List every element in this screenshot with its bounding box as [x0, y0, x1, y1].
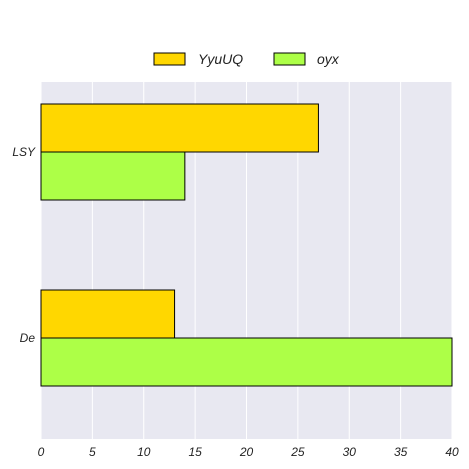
legend-swatch-YyuUQ — [153, 52, 186, 66]
bars — [40, 103, 453, 387]
x-tick-label-5: 25 — [290, 445, 305, 459]
x-tick-label-8: 40 — [445, 445, 459, 459]
bar-YyuUQ-LSY — [40, 103, 319, 153]
x-axis-ticks: 0 5 10 15 20 25 30 35 40 — [38, 445, 459, 459]
x-tick-label-3: 15 — [188, 445, 202, 459]
bar-oyx-LSY — [40, 151, 186, 201]
x-tick-label-4: 20 — [239, 445, 254, 459]
y-tick-label-LSY: LSY — [12, 145, 36, 159]
bar-oyx-De — [40, 337, 453, 387]
y-tick-label-De: De — [20, 331, 36, 345]
x-tick-label-7: 35 — [394, 445, 408, 459]
legend: YyuUQ oyx — [153, 51, 340, 67]
x-tick-label-1: 5 — [89, 445, 96, 459]
legend-label-YyuUQ: YyuUQ — [198, 51, 243, 67]
x-tick-label-6: 30 — [343, 445, 357, 459]
legend-swatch-oyx — [273, 52, 306, 66]
x-tick-label-2: 10 — [137, 445, 151, 459]
y-axis-ticks: LSY De — [12, 145, 36, 345]
x-tick-label-0: 0 — [38, 445, 45, 459]
bar-YyuUQ-De — [40, 289, 176, 339]
legend-label-oyx: oyx — [317, 51, 340, 67]
